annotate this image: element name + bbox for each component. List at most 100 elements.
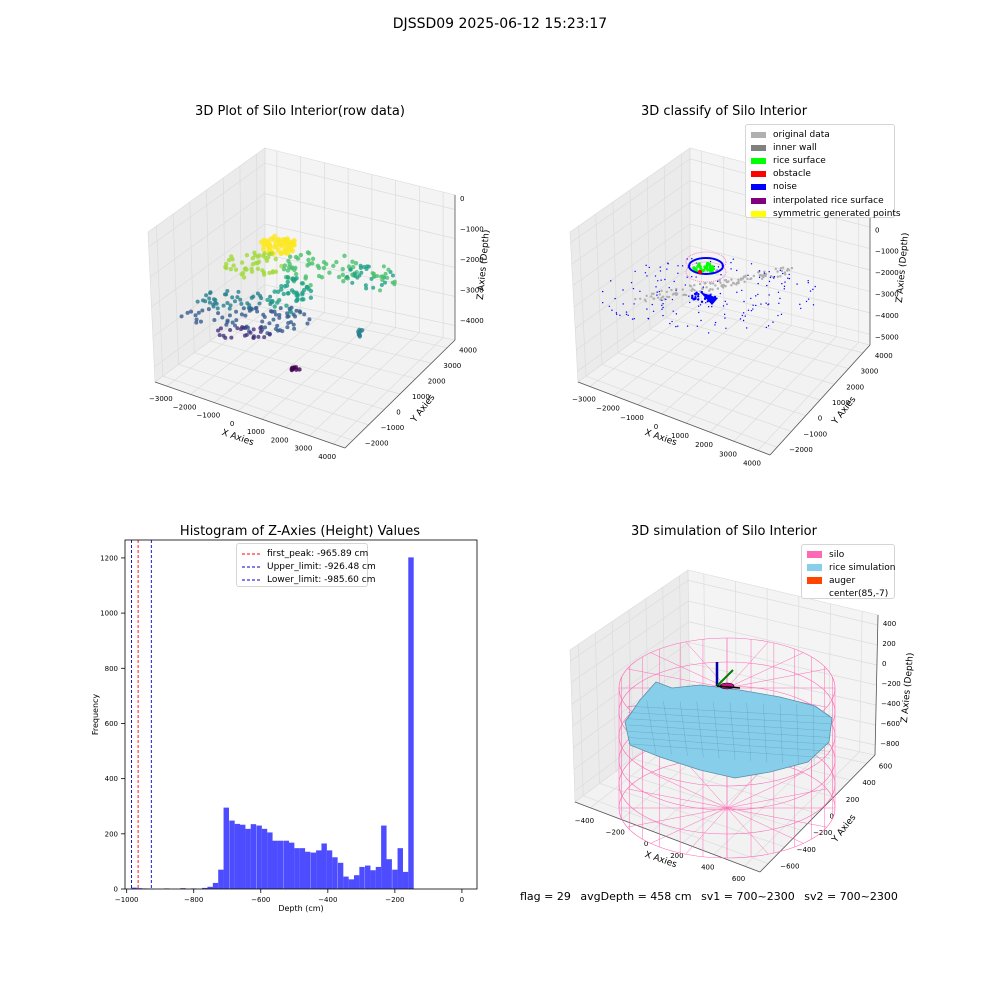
histogram-bar bbox=[250, 824, 257, 889]
p4-y-tick-label: −400 bbox=[797, 846, 816, 854]
scatter-point bbox=[691, 287, 694, 290]
scatter-point bbox=[383, 280, 388, 285]
scatter-point bbox=[327, 270, 332, 275]
legend-label: noise bbox=[773, 182, 797, 193]
scatter-point bbox=[265, 243, 272, 249]
scatter-point bbox=[761, 274, 764, 278]
scatter-point bbox=[262, 251, 267, 256]
scatter-point bbox=[340, 272, 346, 277]
scatter-point bbox=[746, 277, 749, 281]
scatter-point bbox=[257, 253, 262, 258]
scatter-point bbox=[647, 318, 650, 320]
scatter-point bbox=[779, 266, 783, 270]
scatter-point bbox=[262, 335, 267, 340]
scatter-point bbox=[722, 305, 725, 307]
scatter-point bbox=[238, 297, 243, 302]
scatter-point bbox=[755, 304, 757, 307]
scatter-point bbox=[675, 313, 678, 315]
scatter-point bbox=[773, 276, 776, 278]
scatter-point bbox=[693, 297, 697, 301]
scatter-point bbox=[229, 335, 234, 340]
legend-item: obstacle bbox=[751, 168, 889, 181]
p1-y-axis bbox=[344, 339, 456, 449]
scatter-point bbox=[380, 278, 385, 283]
scatter-point bbox=[667, 262, 669, 264]
p4-grid-x bbox=[744, 611, 863, 867]
scatter-point bbox=[381, 264, 386, 269]
p1-x-tick-label: −2000 bbox=[173, 403, 197, 411]
scatter-point bbox=[661, 299, 663, 302]
scatter-point bbox=[723, 313, 726, 316]
panel2-title: 3D classify of Silo Interior bbox=[640, 104, 808, 119]
sv1-value: sv1 = 700~2300 bbox=[701, 890, 795, 903]
scatter-point bbox=[243, 313, 248, 318]
scatter-point bbox=[662, 306, 664, 309]
p1-grid-x bbox=[332, 192, 444, 445]
rice-mesh bbox=[779, 703, 783, 764]
scatter-point bbox=[719, 281, 722, 284]
scatter-point bbox=[666, 268, 668, 270]
silo-spoke bbox=[685, 807, 728, 855]
scatter-point bbox=[727, 280, 730, 283]
p1-z-tick-label: −4000 bbox=[460, 317, 484, 325]
p1-x-tick-label: 1000 bbox=[247, 428, 265, 436]
scatter-point bbox=[812, 288, 814, 291]
scatter-point bbox=[675, 287, 678, 291]
legend-swatch bbox=[807, 590, 822, 598]
p4-x-tick-label: −400 bbox=[575, 817, 594, 825]
histogram-bar bbox=[381, 825, 387, 889]
histogram-bar bbox=[343, 876, 349, 889]
scatter-point bbox=[730, 284, 733, 287]
scatter-point bbox=[285, 325, 290, 330]
scatter-point bbox=[310, 256, 316, 261]
histogram-bar bbox=[267, 832, 273, 889]
scatter-point bbox=[275, 323, 280, 328]
histogram-bar bbox=[397, 848, 403, 889]
scatter-point bbox=[295, 291, 300, 297]
scatter-point bbox=[691, 275, 693, 278]
scatter-point bbox=[692, 266, 696, 270]
figure-title: DJSSD09 2025-06-12 15:23:17 bbox=[392, 16, 608, 32]
rice-mesh bbox=[763, 703, 767, 763]
scatter-point bbox=[716, 287, 720, 290]
scatter-point bbox=[331, 263, 336, 269]
scatter-point bbox=[645, 294, 648, 298]
scatter-point bbox=[350, 280, 355, 285]
scatter-point bbox=[667, 295, 671, 299]
legend-item: rice simulation bbox=[807, 561, 895, 574]
scatter-point bbox=[654, 275, 657, 277]
silo-spoke bbox=[627, 807, 728, 828]
scatter-point bbox=[299, 297, 305, 302]
scatter-point bbox=[342, 253, 347, 259]
scatter-point bbox=[260, 268, 265, 273]
scatter-point bbox=[722, 283, 725, 287]
scatter-point bbox=[233, 267, 239, 272]
scatter-point bbox=[189, 309, 194, 314]
scatter-point bbox=[260, 246, 267, 252]
scatter-point bbox=[779, 274, 782, 278]
p4-z-tick-label: −400 bbox=[881, 700, 900, 708]
flag-value: flag = 29 bbox=[520, 890, 571, 903]
p2-grid-x bbox=[709, 180, 815, 433]
scatter-point bbox=[277, 328, 282, 333]
rice-mesh bbox=[813, 704, 815, 766]
scatter-point bbox=[787, 277, 789, 279]
scatter-point bbox=[319, 275, 325, 280]
histogram-bar bbox=[299, 848, 306, 889]
scatter-point bbox=[619, 314, 621, 317]
p2-grid-x bbox=[685, 174, 792, 424]
p2-x-tick-label: 2000 bbox=[695, 441, 713, 449]
scatter-point bbox=[752, 308, 754, 310]
scatter-point bbox=[694, 267, 698, 271]
scatter-point bbox=[784, 281, 786, 283]
scatter-point bbox=[627, 314, 629, 316]
p2-x-label: X Axies bbox=[643, 428, 678, 448]
scatter-point bbox=[235, 295, 240, 300]
p1-grid-z bbox=[148, 162, 456, 248]
scatter-point bbox=[216, 311, 221, 316]
scatter-point bbox=[281, 266, 287, 272]
p1-x-tick-label: 4000 bbox=[318, 453, 336, 461]
scatter-point bbox=[730, 268, 732, 270]
scatter-point bbox=[275, 289, 281, 295]
legend-item: Lower_limit: -985.60 cm bbox=[242, 573, 375, 586]
